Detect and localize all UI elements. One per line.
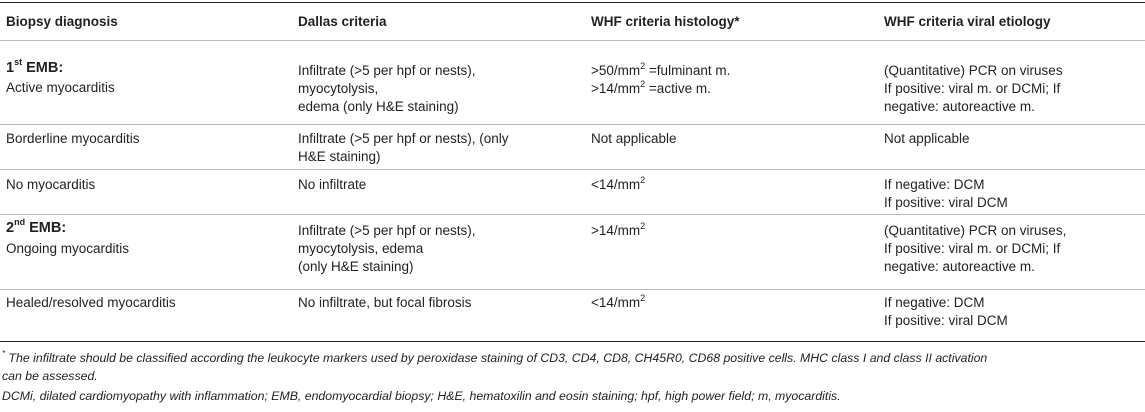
- dallas-line: Infiltrate (>5 per hpf or nests), (only: [298, 131, 509, 146]
- dallas-line: Infiltrate (>5 per hpf or nests),: [298, 63, 476, 78]
- row-divider: [0, 289, 1145, 290]
- diagnosis-cell: No myocarditis: [6, 177, 96, 192]
- diagnosis-cell: Active myocarditis: [6, 80, 115, 95]
- row-divider: [0, 214, 1145, 215]
- row-divider: [0, 124, 1145, 125]
- footnote-infiltrate: * The infiltrate should be classified ac…: [2, 348, 988, 365]
- viral-line: If negative: DCM: [884, 177, 985, 192]
- dallas-line: myocytolysis,: [298, 81, 379, 96]
- dallas-line: (only H&E staining): [298, 259, 414, 274]
- viral-line: If positive: viral m. or DCMi; If: [884, 241, 1061, 256]
- diagnosis-cell: Ongoing myocarditis: [6, 241, 130, 256]
- viral-line: negative: autoreactive m.: [884, 99, 1035, 114]
- histology-line: <14/mm2: [591, 292, 646, 310]
- dallas-line: No infiltrate, but focal fibrosis: [298, 295, 472, 310]
- dallas-line: myocytolysis, edema: [298, 241, 424, 256]
- footnote-abbreviations: DCMi, dilated cardiomyopathy with inflam…: [2, 389, 841, 403]
- row-divider: [0, 169, 1145, 170]
- viral-line: If positive: viral m. or DCMi; If: [884, 81, 1061, 96]
- dallas-line: No infiltrate: [298, 177, 367, 192]
- viral-line: If negative: DCM: [884, 295, 985, 310]
- dallas-line: H&E staining): [298, 149, 381, 164]
- diagnosis-cell: Healed/resolved myocarditis: [6, 295, 176, 310]
- table-top-rule: [0, 2, 1145, 3]
- histology-line: >14/mm2 =active m.: [591, 78, 711, 96]
- histology-line: <14/mm2: [591, 174, 646, 192]
- dallas-line: edema (only H&E staining): [298, 99, 459, 114]
- section-label-second-emb: 2nd EMB:: [6, 217, 67, 236]
- diagnosis-cell: Borderline myocarditis: [6, 131, 140, 146]
- section-label-first-emb: 1st EMB:: [6, 57, 64, 76]
- viral-line: (Quantitative) PCR on viruses,: [884, 223, 1067, 238]
- viral-line: If positive: viral DCM: [884, 313, 1008, 328]
- viral-line: (Quantitative) PCR on viruses: [884, 63, 1063, 78]
- histology-line: >50/mm2 =fulminant m.: [591, 60, 731, 78]
- table-bottom-rule: [0, 341, 1145, 342]
- viral-line: If positive: viral DCM: [884, 195, 1008, 210]
- header-whf-histology: WHF criteria histology*: [591, 14, 740, 29]
- viral-line: negative: autoreactive m.: [884, 259, 1035, 274]
- dallas-line: Infiltrate (>5 per hpf or nests),: [298, 223, 476, 238]
- histology-line: Not applicable: [591, 131, 677, 146]
- header-whf-viral-etiology: WHF criteria viral etiology: [884, 14, 1051, 29]
- viral-line: Not applicable: [884, 131, 970, 146]
- header-biopsy-diagnosis: Biopsy diagnosis: [6, 14, 118, 29]
- header-dallas-criteria: Dallas criteria: [298, 14, 387, 29]
- histology-line: >14/mm2: [591, 220, 646, 238]
- footnote-infiltrate-cont: can be assessed.: [2, 369, 98, 383]
- header-bottom-rule: [0, 40, 1145, 41]
